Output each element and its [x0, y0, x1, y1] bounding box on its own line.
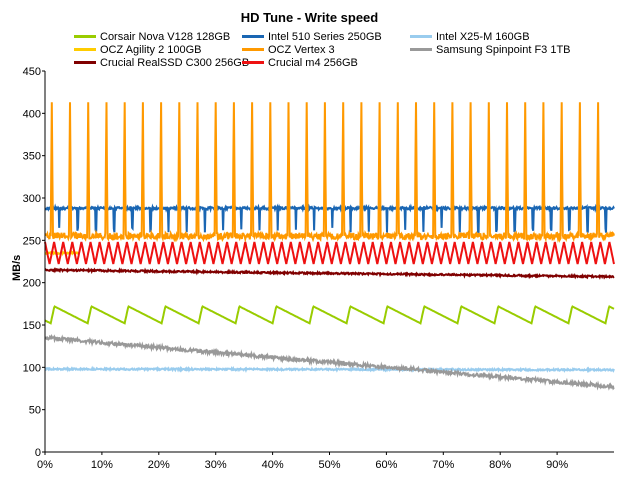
legend-swatch: [410, 35, 432, 38]
y-tick-label: 250: [23, 235, 41, 247]
legend-item-corsair-nova: Corsair Nova V128 128GB: [74, 30, 230, 43]
y-tick-label: 300: [23, 193, 41, 205]
series-line-intel-x25-m-160gb: [44, 365, 615, 374]
y-tick-label: 400: [23, 108, 41, 120]
legend-label: OCZ Agility 2 100GB: [100, 43, 202, 56]
legend-item-intel-510: Intel 510 Series 250GB: [242, 30, 382, 43]
legend-label: OCZ Vertex 3: [268, 43, 335, 56]
legend-label: Samsung Spinpoint F3 1TB: [436, 43, 571, 56]
y-tick-label: 450: [23, 66, 41, 78]
y-tick-label: 150: [23, 320, 41, 332]
y-tick-label: 200: [23, 278, 41, 290]
legend-swatch: [410, 48, 432, 51]
y-tick-label: 50: [29, 405, 41, 417]
series-line-samsung-spinpoint-f3-1tb: [44, 333, 615, 391]
legend-swatch: [242, 48, 264, 51]
x-tick-label: 70%: [432, 459, 454, 471]
x-tick-label: 50%: [318, 459, 340, 471]
x-tick-label: 40%: [262, 459, 284, 471]
series-line-crucial-m4-256gb: [44, 241, 615, 265]
legend-item-crucial-c300: Crucial RealSSD C300 256GB: [74, 56, 249, 69]
series-line-intel-510-series-250gb: [44, 203, 615, 237]
legend: Corsair Nova V128 128GB Intel 510 Series…: [0, 30, 619, 70]
x-tick-label: 60%: [375, 459, 397, 471]
x-tick-label: 10%: [91, 459, 113, 471]
y-tick-label: 100: [23, 362, 41, 374]
y-tick-label: 350: [23, 151, 41, 163]
legend-swatch: [74, 61, 96, 64]
x-tick-label: 20%: [148, 459, 170, 471]
axes-layer: 0 50 100 150 200 250 300 350 400 450 0% 10% 20% 30% 40…: [23, 66, 614, 471]
series-line-ocz-vertex-3: [44, 102, 615, 244]
legend-item-ocz-vertex-3: OCZ Vertex 3: [242, 43, 335, 56]
legend-label: Intel 510 Series 250GB: [268, 30, 382, 43]
legend-label: Crucial RealSSD C300 256GB: [100, 56, 250, 69]
x-tick-label: 30%: [205, 459, 227, 471]
legend-item-crucial-m4: Crucial m4 256GB: [242, 56, 358, 69]
series-layer: [44, 102, 615, 391]
chart-title: HD Tune - Write speed: [240, 10, 379, 25]
legend-swatch: [74, 48, 96, 51]
legend-item-ocz-agility-2: OCZ Agility 2 100GB: [74, 43, 202, 56]
legend-swatch: [242, 61, 264, 64]
x-tick-label: 80%: [489, 459, 511, 471]
x-tick-label: 0%: [37, 459, 53, 471]
legend-item-samsung-spinpoint: Samsung Spinpoint F3 1TB: [410, 43, 571, 56]
series-line-crucial-realssd-c300-256gb: [44, 267, 615, 280]
legend-item-intel-x25m: Intel X25-M 160GB: [410, 30, 530, 43]
y-tick-label: 0: [35, 447, 41, 459]
legend-swatch: [242, 35, 264, 38]
legend-label: Intel X25-M 160GB: [436, 30, 530, 43]
x-tick-label: 90%: [546, 459, 568, 471]
legend-label: Crucial m4 256GB: [268, 56, 358, 69]
legend-label: Corsair Nova V128 128GB: [100, 30, 231, 43]
legend-swatch: [74, 35, 96, 38]
series-line-corsair-nova-v128-128gb: [44, 305, 615, 325]
